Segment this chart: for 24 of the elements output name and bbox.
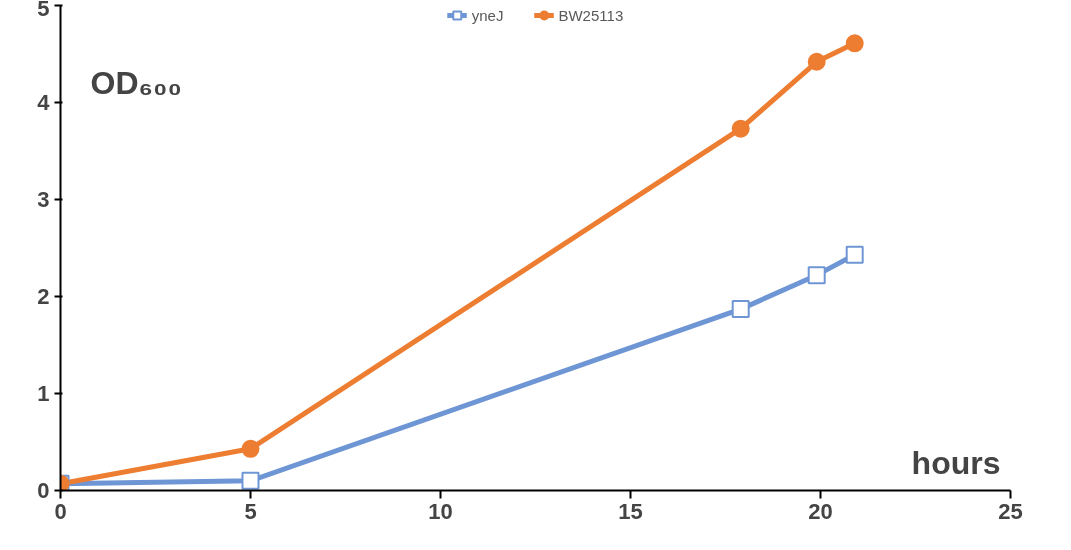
- point: [807, 266, 826, 285]
- y-tick-label: 4: [37, 90, 51, 115]
- y-tick-label: 3: [37, 187, 50, 212]
- point: [845, 34, 864, 53]
- x-tick-label: 20: [808, 498, 833, 524]
- legend-label: yneJ: [471, 6, 504, 24]
- x-tick-label: 15: [618, 498, 643, 524]
- y-tick-label: 1: [37, 381, 50, 406]
- x-tick-label: 0: [54, 498, 67, 524]
- point: [731, 300, 750, 319]
- point: [731, 119, 750, 138]
- y-tick-label: 0: [37, 478, 50, 503]
- y-tick-label: 2: [37, 284, 50, 309]
- legend-label: BW25113: [558, 6, 624, 24]
- x-tick-label: 25: [998, 498, 1023, 524]
- point: [807, 52, 826, 71]
- point: [241, 471, 260, 490]
- x-axis-title: hours: [911, 444, 1001, 481]
- x-tick-label: 10: [428, 498, 453, 524]
- point: [241, 439, 260, 458]
- y-axis-title: OD₆₀₀: [90, 64, 182, 101]
- y-tick-label: 5: [37, 0, 50, 21]
- x-tick-label: 5: [244, 498, 257, 524]
- point: [845, 245, 864, 264]
